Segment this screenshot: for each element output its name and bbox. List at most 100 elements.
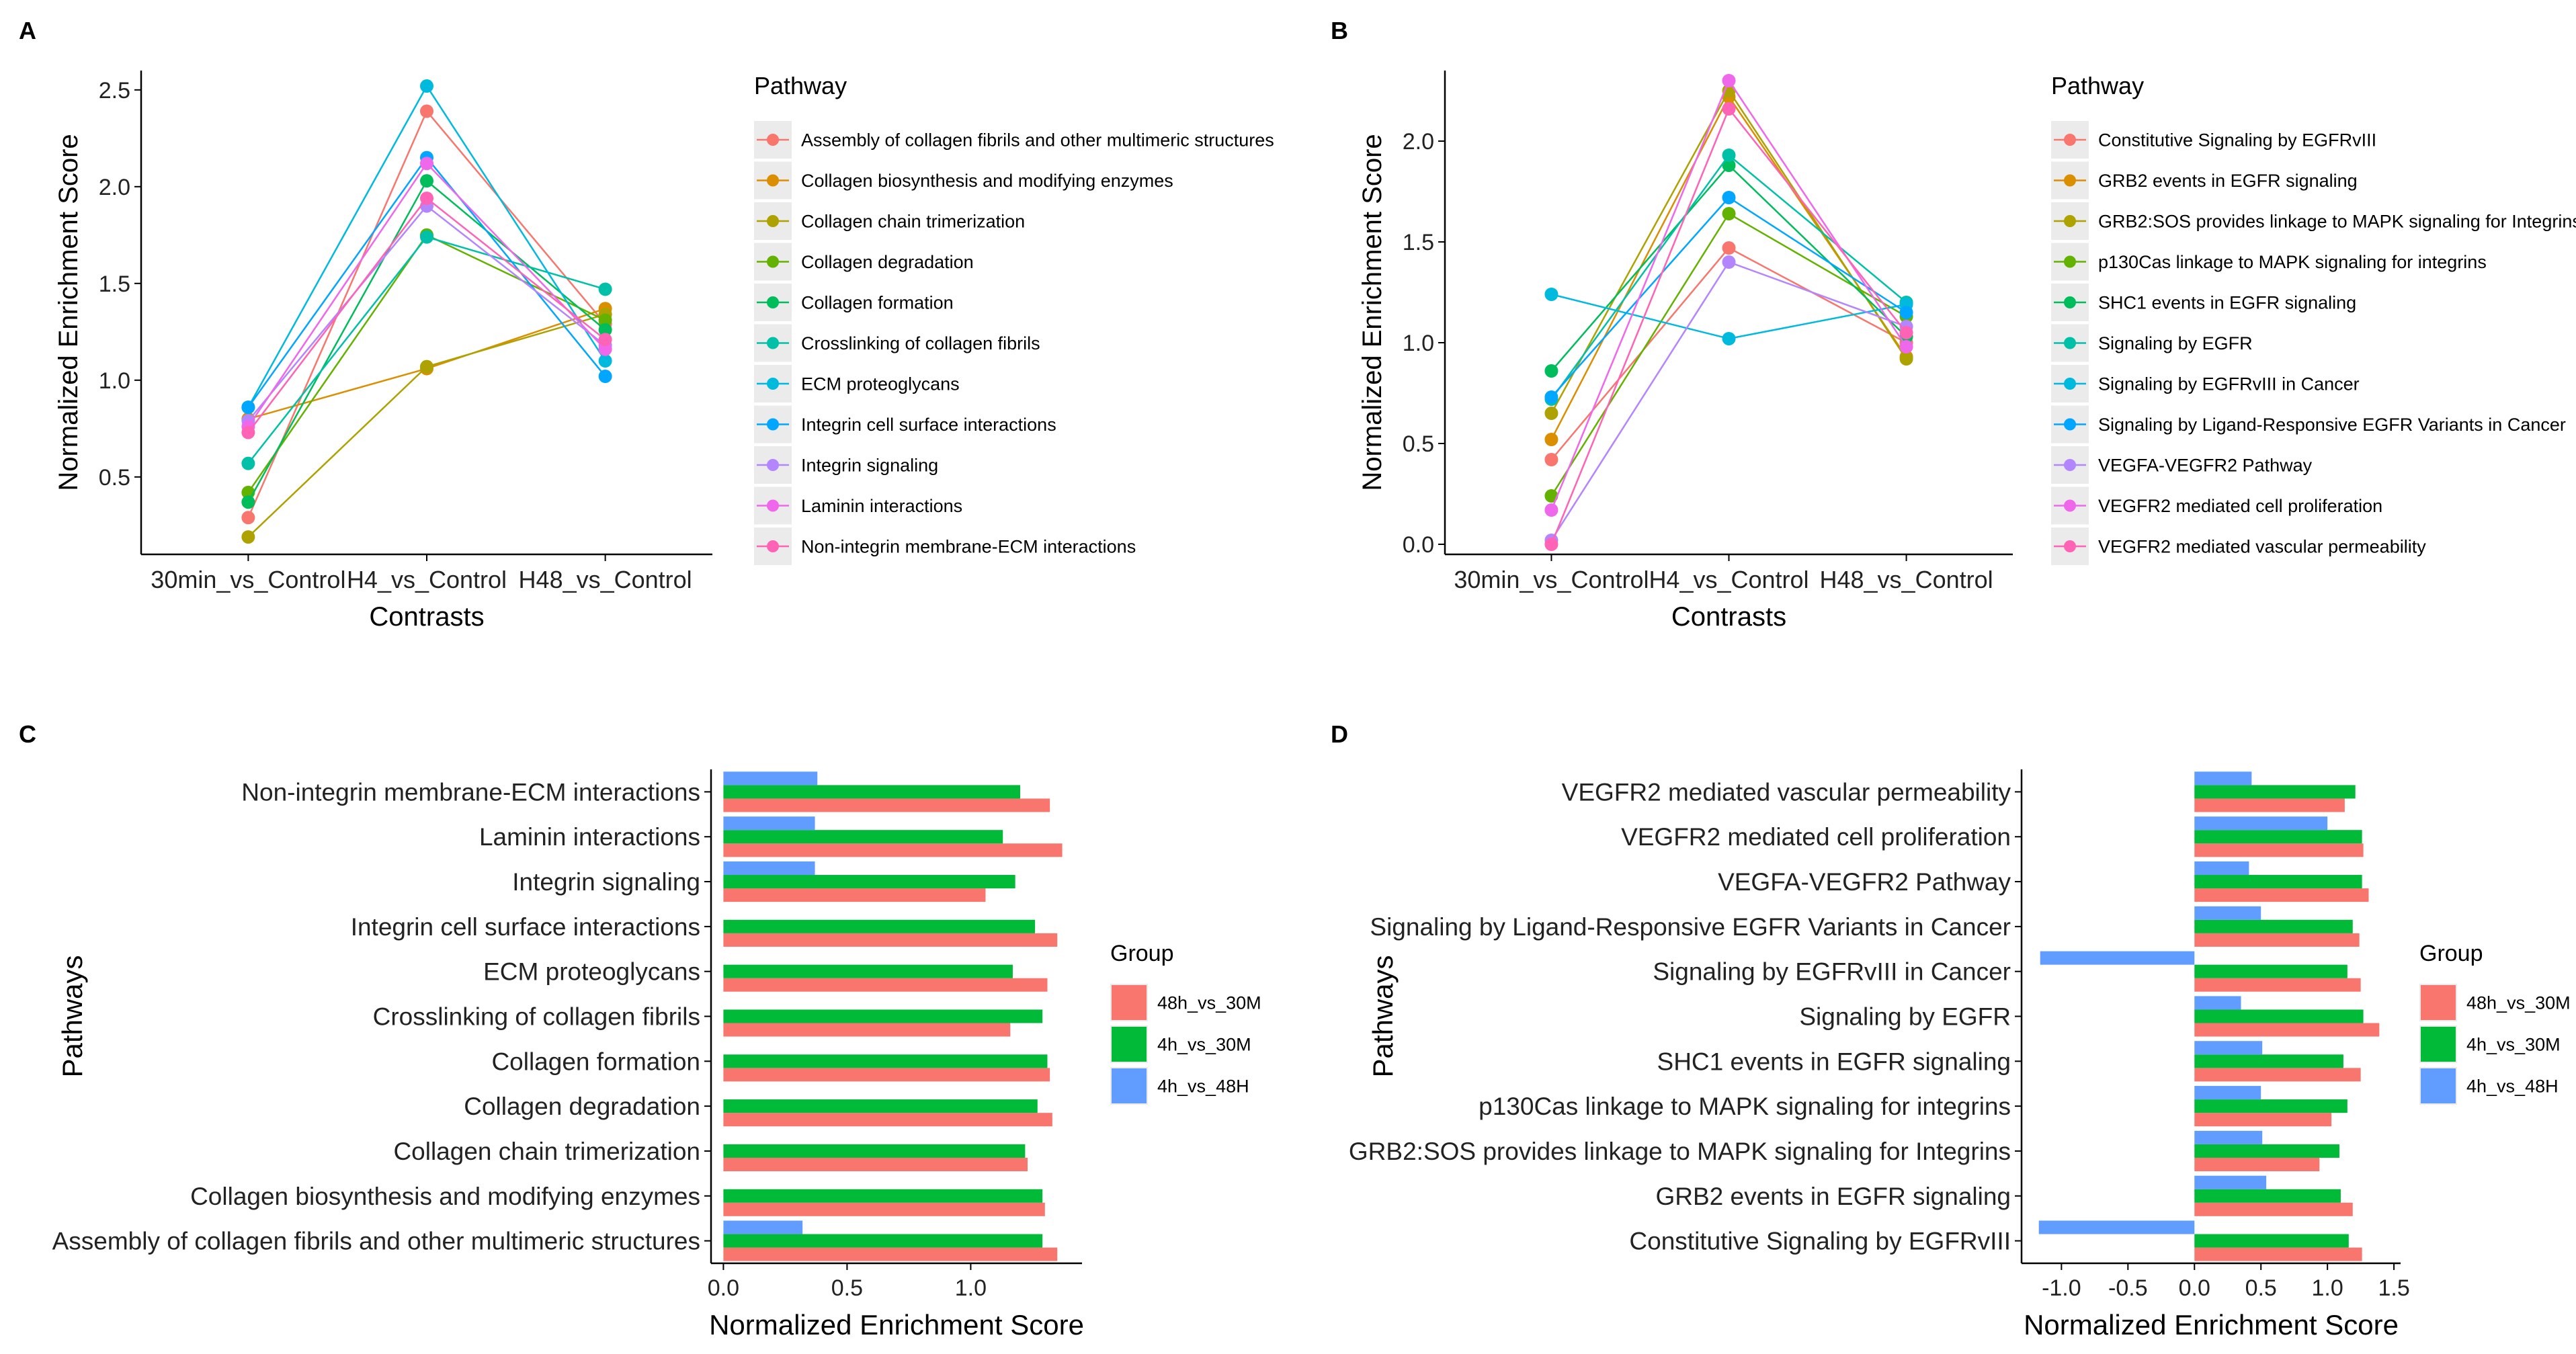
category-label: VEGFR2 mediated cell proliferation — [1621, 823, 2011, 851]
bar — [2194, 1247, 2362, 1261]
category-label: VEGFR2 mediated vascular permeability — [1562, 778, 2011, 806]
data-point — [598, 282, 612, 296]
legend-key-fill — [2421, 1027, 2456, 1062]
bar — [723, 798, 1050, 812]
bar — [723, 1220, 803, 1234]
legend-key-point — [2064, 134, 2076, 146]
legend-label: p130Cas linkage to MAPK signaling for in… — [2098, 252, 2487, 272]
x-axis-title: Contrasts — [369, 602, 484, 632]
legend-label: 4h_vs_30M — [2466, 1035, 2561, 1055]
legend-label: Collagen chain trimerization — [801, 212, 1025, 232]
legend-label: GRB2 events in EGFR signaling — [2098, 171, 2358, 191]
data-point — [241, 456, 255, 470]
legend-label: ECM proteoglycans — [801, 374, 960, 394]
bar — [2194, 1234, 2349, 1248]
data-point — [1899, 326, 1913, 339]
category-label: p130Cas linkage to MAPK signaling for in… — [1479, 1093, 2011, 1120]
data-point — [1899, 352, 1913, 366]
data-point — [1544, 288, 1559, 301]
x-tick-label: 30min_vs_Control — [151, 566, 345, 593]
legend-key-fill — [2421, 1068, 2456, 1103]
category-label: VEGFA-VEGFR2 Pathway — [1718, 868, 2011, 896]
bar — [723, 843, 1063, 857]
data-point — [598, 370, 612, 384]
x-tick-label: 1.0 — [955, 1275, 987, 1301]
category-label: Signaling by EGFR — [1799, 1003, 2011, 1031]
x-axis-title: Normalized Enrichment Score — [2024, 1309, 2399, 1341]
legend-key-fill — [2421, 985, 2456, 1020]
x-tick-label: 0.0 — [2179, 1275, 2210, 1301]
data-point — [420, 157, 433, 171]
data-point — [241, 425, 255, 439]
bar — [723, 933, 1058, 947]
data-point — [1544, 538, 1559, 551]
bar — [2194, 978, 2361, 992]
data-point — [1722, 102, 1736, 116]
data-point — [241, 530, 255, 544]
legend-label: Collagen degradation — [801, 252, 974, 272]
data-point — [420, 192, 433, 206]
legend-key-point — [2064, 499, 2076, 512]
x-tick-label: 1.5 — [2378, 1275, 2409, 1301]
data-point — [1899, 340, 1913, 353]
bar — [2194, 816, 2328, 831]
bar — [723, 1009, 1043, 1023]
legend-label: Non-integrin membrane-ECM interactions — [801, 537, 1136, 557]
x-tick-label: -0.5 — [2108, 1275, 2148, 1301]
bar — [2194, 1175, 2267, 1189]
panel-label-d: D — [1331, 720, 1348, 748]
y-tick-label: 1.0 — [99, 368, 130, 394]
bar — [2194, 1099, 2348, 1113]
category-label: Laminin interactions — [479, 823, 700, 851]
x-tick-label: -1.0 — [2042, 1275, 2081, 1301]
x-tick-label: 0.5 — [2245, 1275, 2277, 1301]
legend-title: Group — [1110, 941, 1174, 966]
data-point — [420, 230, 433, 244]
bar — [2194, 1157, 2320, 1172]
bar — [2194, 919, 2353, 933]
bar-chart-panel-c: Assembly of collagen fibrils and other m… — [52, 769, 1261, 1341]
y-tick-label: 1.5 — [99, 271, 130, 297]
bar — [2194, 964, 2348, 978]
y-axis-title: Normalized Enrichment Score — [1358, 134, 1387, 491]
bar — [723, 1234, 1043, 1248]
y-tick-label: 2.0 — [1403, 129, 1434, 155]
x-tick-label: H4_vs_Control — [1649, 566, 1809, 593]
panel-label-b: B — [1331, 17, 1348, 44]
bar — [723, 1202, 1045, 1216]
category-label: Collagen formation — [491, 1048, 700, 1075]
legend-key-point — [767, 215, 779, 227]
legend-key-point — [767, 296, 779, 308]
legend-key-point — [767, 459, 779, 471]
legend-key-point — [2064, 337, 2076, 349]
data-point — [241, 511, 255, 525]
bar — [2194, 1202, 2353, 1216]
bar — [2194, 1041, 2263, 1055]
bar — [2194, 830, 2362, 844]
data-point — [1544, 433, 1559, 446]
bar — [723, 1113, 1052, 1127]
bar — [2194, 933, 2360, 947]
series-line — [1550, 261, 1907, 541]
bar — [723, 1023, 1011, 1037]
legend-label: VEGFR2 mediated cell proliferation — [2098, 496, 2382, 516]
y-axis-title: Pathways — [56, 955, 88, 1077]
bar — [2194, 1023, 2380, 1037]
bar — [723, 1068, 1050, 1082]
y-axis-title: Normalized Enrichment Score — [54, 134, 83, 491]
data-point — [1722, 191, 1736, 204]
legend-title: Group — [2419, 941, 2483, 966]
legend-key-point — [2064, 378, 2076, 390]
y-tick-label: 2.0 — [99, 175, 130, 200]
legend-key-point — [767, 134, 779, 146]
data-point — [1722, 159, 1736, 172]
bar — [2194, 843, 2364, 857]
bar — [2194, 1130, 2263, 1144]
legend-key-point — [767, 418, 779, 431]
legend-label: Signaling by Ligand-Responsive EGFR Vari… — [2098, 415, 2566, 435]
legend-title: Pathway — [754, 72, 847, 99]
data-point — [1544, 489, 1559, 503]
legend-key-point — [767, 499, 779, 512]
category-label: ECM proteoglycans — [483, 958, 700, 986]
legend-key-point — [2064, 540, 2076, 552]
